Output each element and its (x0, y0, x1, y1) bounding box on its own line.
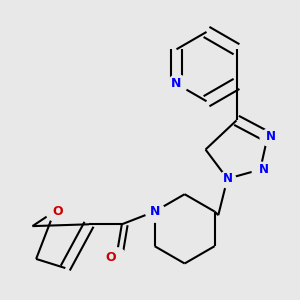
Text: N: N (171, 77, 182, 90)
Text: N: N (149, 205, 160, 218)
Text: N: N (259, 163, 269, 176)
Text: O: O (53, 205, 63, 218)
Text: N: N (222, 172, 233, 185)
Text: N: N (266, 130, 276, 143)
Text: O: O (106, 250, 116, 264)
